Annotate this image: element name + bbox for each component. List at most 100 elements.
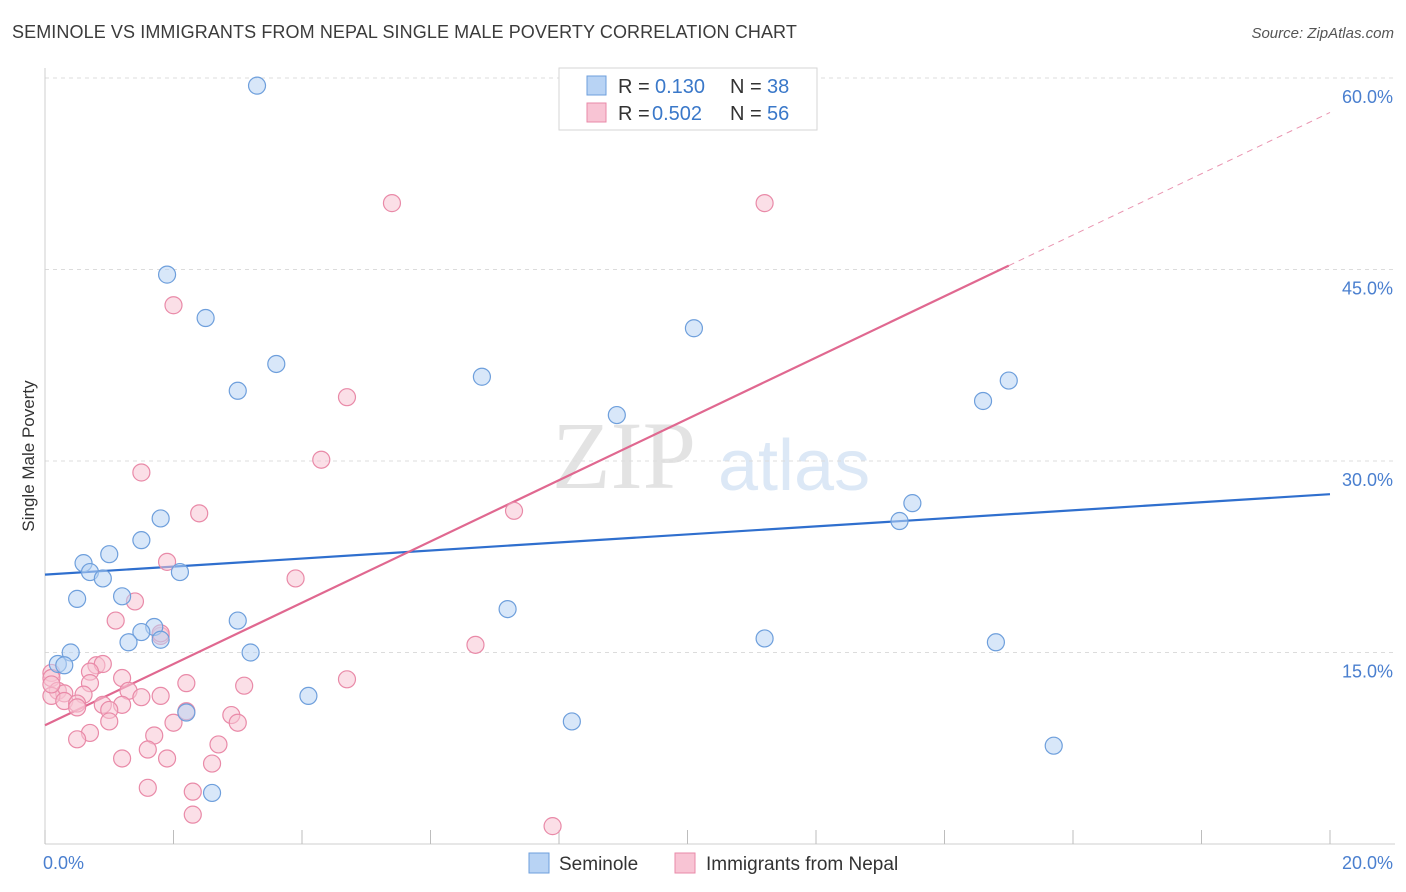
nepal-point-48 bbox=[112, 749, 132, 768]
seminole-point-12 bbox=[151, 509, 170, 528]
nepal-point-9 bbox=[286, 569, 305, 588]
seminole-point-14 bbox=[100, 545, 119, 564]
nepal-point-21 bbox=[337, 670, 357, 689]
nepal-point-55 bbox=[42, 675, 61, 694]
seminole-point-35 bbox=[562, 712, 581, 731]
nepal-point-45 bbox=[68, 730, 87, 749]
gridlines bbox=[45, 77, 1395, 653]
nepal-point-31 bbox=[132, 688, 151, 707]
seminole-point-33 bbox=[299, 686, 318, 706]
nepal-point-36 bbox=[68, 698, 87, 717]
x-tick-label-0: 0.0% bbox=[43, 853, 84, 873]
nepal-point-4 bbox=[312, 450, 331, 469]
seminole-point-2 bbox=[196, 308, 215, 328]
seminole-point-34 bbox=[177, 703, 196, 722]
seminole-point-9 bbox=[607, 405, 626, 425]
nepal-point-24 bbox=[235, 676, 254, 695]
nepal-point-0 bbox=[382, 194, 402, 213]
series-legend-swatch-nepal bbox=[674, 852, 696, 874]
y-tick-labels: 15.0% 30.0% 45.0% 60.0% bbox=[1342, 87, 1393, 682]
seminole-point-37 bbox=[202, 783, 222, 803]
legend-r-label-seminole: R = bbox=[618, 76, 650, 98]
seminole-point-0 bbox=[247, 76, 267, 95]
source-label: Source: ZipAtlas.com bbox=[1251, 25, 1394, 42]
nepal-point-1 bbox=[755, 194, 774, 213]
trend-line-nepal-extension bbox=[1008, 112, 1331, 267]
legend-n-value-nepal: 56 bbox=[767, 103, 789, 125]
legend-n-label-nepal: N = bbox=[730, 103, 762, 125]
nepal-point-3 bbox=[337, 388, 357, 407]
seminole-point-27 bbox=[241, 643, 260, 662]
seminole-point-1 bbox=[157, 265, 177, 284]
x-tick-label-1: 20.0% bbox=[1342, 853, 1393, 873]
nepal-point-23 bbox=[177, 674, 196, 693]
seminole-point-13 bbox=[132, 531, 151, 550]
seminole-point-11 bbox=[890, 511, 909, 531]
y-tick-label-3: 60.0% bbox=[1342, 87, 1393, 107]
legend-swatch-seminole bbox=[586, 75, 607, 96]
series-legend-label-seminole: Seminole bbox=[559, 854, 638, 875]
legend-r-label-nepal: R = bbox=[618, 103, 650, 125]
seminole-point-32 bbox=[55, 656, 74, 675]
nepal-point-7 bbox=[504, 501, 524, 520]
nepal-point-52 bbox=[183, 782, 202, 801]
watermark-atlas: atlas bbox=[718, 426, 870, 506]
nepal-point-14 bbox=[466, 635, 485, 654]
seminole-point-25 bbox=[119, 633, 138, 652]
nepal-point-11 bbox=[106, 611, 125, 630]
nepal-point-53 bbox=[183, 805, 202, 824]
seminole-point-18 bbox=[170, 562, 190, 582]
seminole-point-20 bbox=[112, 587, 132, 606]
nepal-point-2 bbox=[164, 296, 183, 315]
x-tick-labels: 0.0% 20.0% bbox=[43, 853, 1393, 873]
y-tick-label-1: 30.0% bbox=[1342, 470, 1393, 490]
nepal-point-40 bbox=[164, 713, 183, 732]
seminole-point-7 bbox=[973, 391, 993, 411]
seminole-point-22 bbox=[228, 611, 247, 630]
seminole-point-28 bbox=[755, 629, 774, 648]
trend-lines bbox=[44, 112, 1331, 727]
nepal-point-6 bbox=[190, 504, 209, 523]
legend-swatch-nepal bbox=[586, 102, 607, 123]
nepal-point-41 bbox=[100, 712, 119, 731]
nepal-point-49 bbox=[157, 749, 177, 768]
nepal-point-5 bbox=[132, 463, 151, 482]
nepal-point-30 bbox=[151, 686, 170, 706]
y-tick-label-2: 45.0% bbox=[1342, 279, 1393, 299]
nepal-point-42 bbox=[228, 713, 247, 732]
seminole-point-3 bbox=[267, 354, 286, 374]
axes bbox=[44, 68, 1395, 845]
legend-n-label-seminole: N = bbox=[730, 76, 762, 98]
trend-line-nepal bbox=[44, 264, 1010, 727]
series-legend-label-nepal: Immigrants from Nepal bbox=[706, 854, 898, 875]
correlation-legend: R = 0.130 N = 38 R = 0.502 N = 56 bbox=[558, 67, 818, 131]
series-legend: Seminole Immigrants from Nepal bbox=[528, 852, 898, 875]
trend-line-seminole bbox=[44, 493, 1331, 576]
nepal-point-47 bbox=[138, 740, 157, 759]
chart-title: SEMINOLE VS IMMIGRANTS FROM NEPAL SINGLE… bbox=[12, 22, 797, 42]
legend-n-value-seminole: 38 bbox=[767, 76, 789, 98]
watermark: ZIP atlas bbox=[552, 402, 870, 509]
seminole-point-21 bbox=[498, 599, 517, 619]
seminole-point-26 bbox=[151, 630, 170, 649]
legend-r-value-seminole: 0.130 bbox=[655, 76, 705, 98]
nepal-point-50 bbox=[202, 754, 222, 773]
y-tick-label-0: 15.0% bbox=[1342, 662, 1393, 682]
seminole-point-5 bbox=[472, 367, 491, 386]
seminole-point-4 bbox=[228, 381, 247, 400]
seminole-point-17 bbox=[93, 569, 112, 588]
seminole-point-24 bbox=[132, 622, 151, 642]
nepal-point-8 bbox=[157, 552, 177, 571]
nepal-point-51 bbox=[138, 778, 157, 797]
nepal-point-46 bbox=[209, 735, 228, 754]
seminole-point-10 bbox=[903, 494, 922, 513]
nepal-point-54 bbox=[543, 817, 562, 836]
series-seminole bbox=[48, 76, 1063, 803]
seminole-point-29 bbox=[986, 633, 1006, 652]
seminole-point-6 bbox=[684, 319, 704, 338]
legend-r-value-nepal: 0.502 bbox=[652, 103, 702, 125]
seminole-point-19 bbox=[68, 589, 87, 608]
series-legend-swatch-seminole bbox=[528, 852, 550, 874]
y-axis-label: Single Male Poverty bbox=[19, 380, 38, 532]
